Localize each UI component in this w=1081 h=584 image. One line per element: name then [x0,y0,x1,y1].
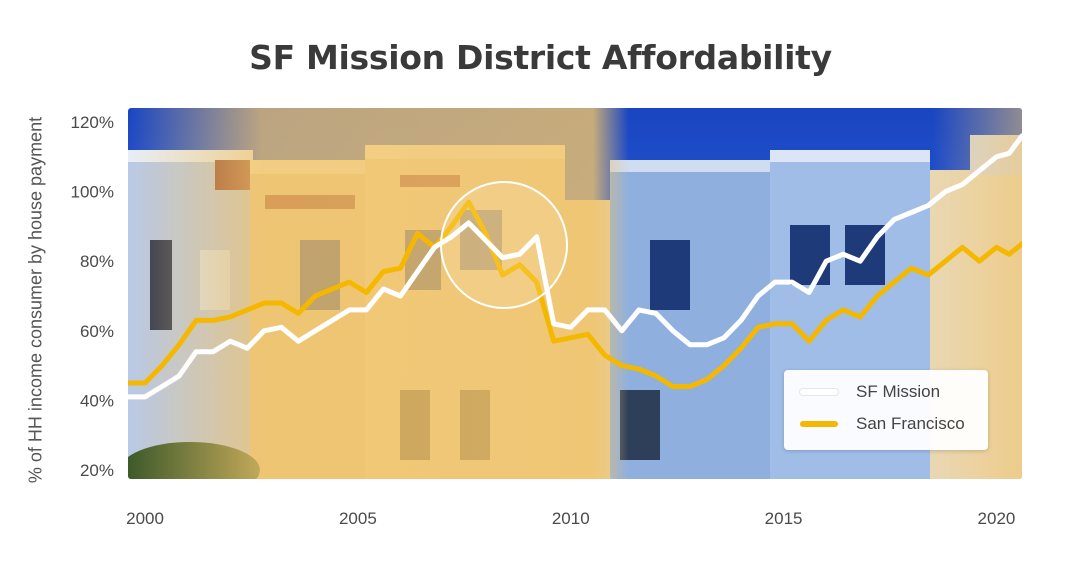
y-tick-label: 60% [80,322,114,341]
y-axis-ticks: 20% 40% 60% 80% 100% 120% [71,113,114,480]
highlight-circle [440,181,568,309]
y-tick-label: 40% [80,391,114,410]
x-tick-label: 2015 [765,509,803,528]
x-tick-label: 2000 [126,509,164,528]
y-tick-label: 80% [80,252,114,271]
legend-swatch-sf-mission [800,389,838,395]
legend-label-sf-mission: SF Mission [856,382,941,401]
x-tick-label: 2010 [552,509,590,528]
legend-item-sf-mission: SF Mission [800,380,940,404]
legend-swatch-san-francisco [800,421,838,427]
background-photo [128,108,1022,479]
legend-item-san-francisco: San Francisco [800,412,965,436]
y-tick-label: 100% [71,183,114,202]
series-line-san-francisco [128,199,1022,389]
x-axis-ticks: 2000 2005 2010 2015 2020 [126,509,1015,528]
series-layer [128,133,1022,400]
y-tick-label: 120% [71,113,114,132]
x-tick-label: 2005 [339,509,377,528]
legend-label-san-francisco: San Francisco [856,414,965,433]
y-tick-label: 20% [80,461,114,480]
series-line-sf-mission [128,133,1022,400]
x-tick-label: 2020 [978,509,1016,528]
legend: SF Mission San Francisco [784,370,988,450]
chart-title: SF Mission District Affordability [249,38,832,77]
